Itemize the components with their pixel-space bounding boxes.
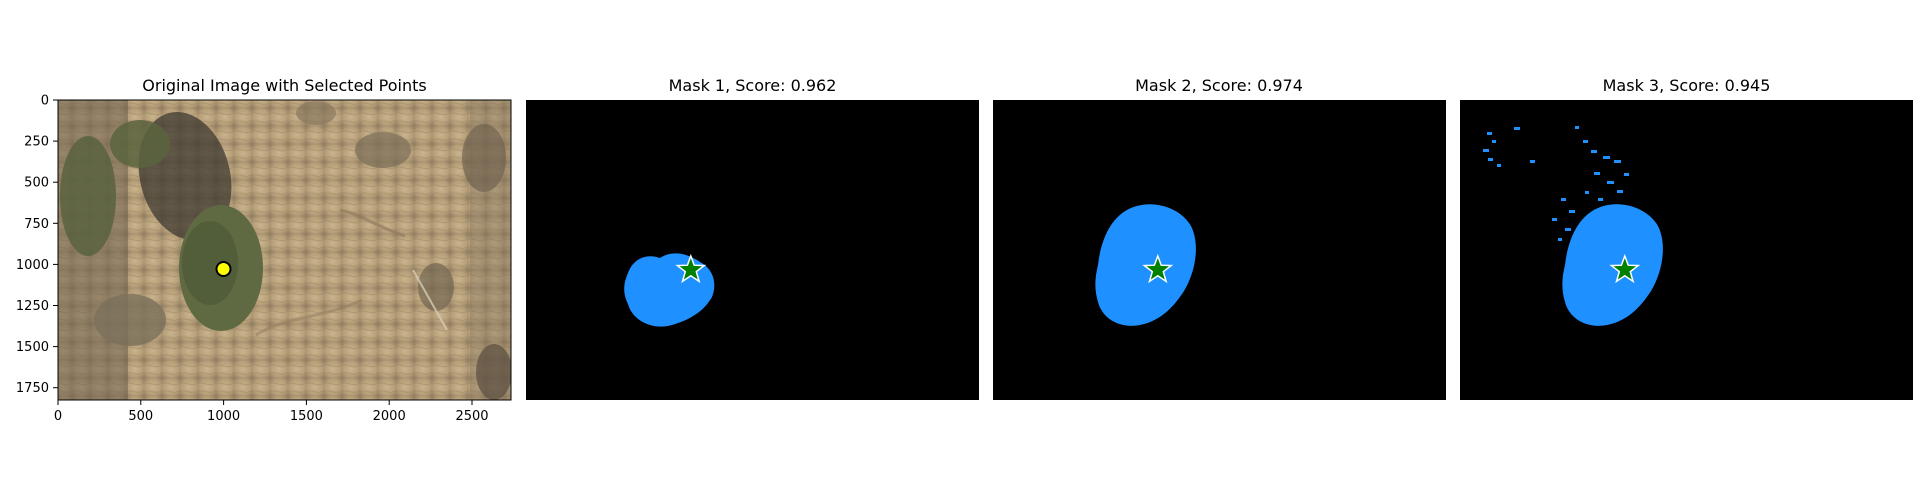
- x-tick-label: 2500: [455, 409, 488, 424]
- y-tick-label: 1750: [16, 381, 49, 396]
- panel-mask-2: Mask 2, Score: 0.974: [993, 76, 1446, 400]
- photo-image: [58, 100, 511, 400]
- panel-mask-1: Mask 1, Score: 0.962: [526, 76, 979, 400]
- y-tick-label: 0: [41, 94, 49, 109]
- green-star-marker: [675, 253, 707, 284]
- speckle-noise: [1483, 126, 1629, 250]
- y-tick-label: 250: [24, 135, 49, 150]
- y-tick-label: 1250: [16, 299, 49, 314]
- panel-title: Mask 3, Score: 0.945: [1603, 76, 1771, 95]
- x-axis: 0 500 1000 1500 2000 2500: [54, 400, 489, 424]
- x-tick-label: 1000: [207, 409, 240, 424]
- panel-title: Mask 1, Score: 0.962: [669, 76, 837, 95]
- photo-frame: [57, 99, 512, 401]
- y-axis: 0 250 500 750 1000 1250 1500 1750: [16, 94, 58, 396]
- panel-title: Original Image with Selected Points: [142, 76, 426, 95]
- panel-original-image: Original Image with Selected Points: [16, 76, 512, 424]
- y-tick-label: 1500: [16, 340, 49, 355]
- x-tick-label: 2000: [373, 409, 406, 424]
- x-tick-label: 500: [128, 409, 153, 424]
- x-tick-label: 1500: [290, 409, 323, 424]
- y-tick-label: 750: [24, 217, 49, 232]
- y-tick-label: 1000: [16, 258, 49, 273]
- x-tick-label: 0: [54, 409, 62, 424]
- green-star-marker: [1609, 253, 1641, 284]
- selected-point-marker: [215, 261, 232, 277]
- green-star-marker: [1142, 253, 1174, 284]
- y-tick-label: 500: [24, 176, 49, 191]
- panel-title: Mask 2, Score: 0.974: [1135, 76, 1303, 95]
- panel-mask-3: Mask 3, Score: 0.945: [1460, 76, 1913, 400]
